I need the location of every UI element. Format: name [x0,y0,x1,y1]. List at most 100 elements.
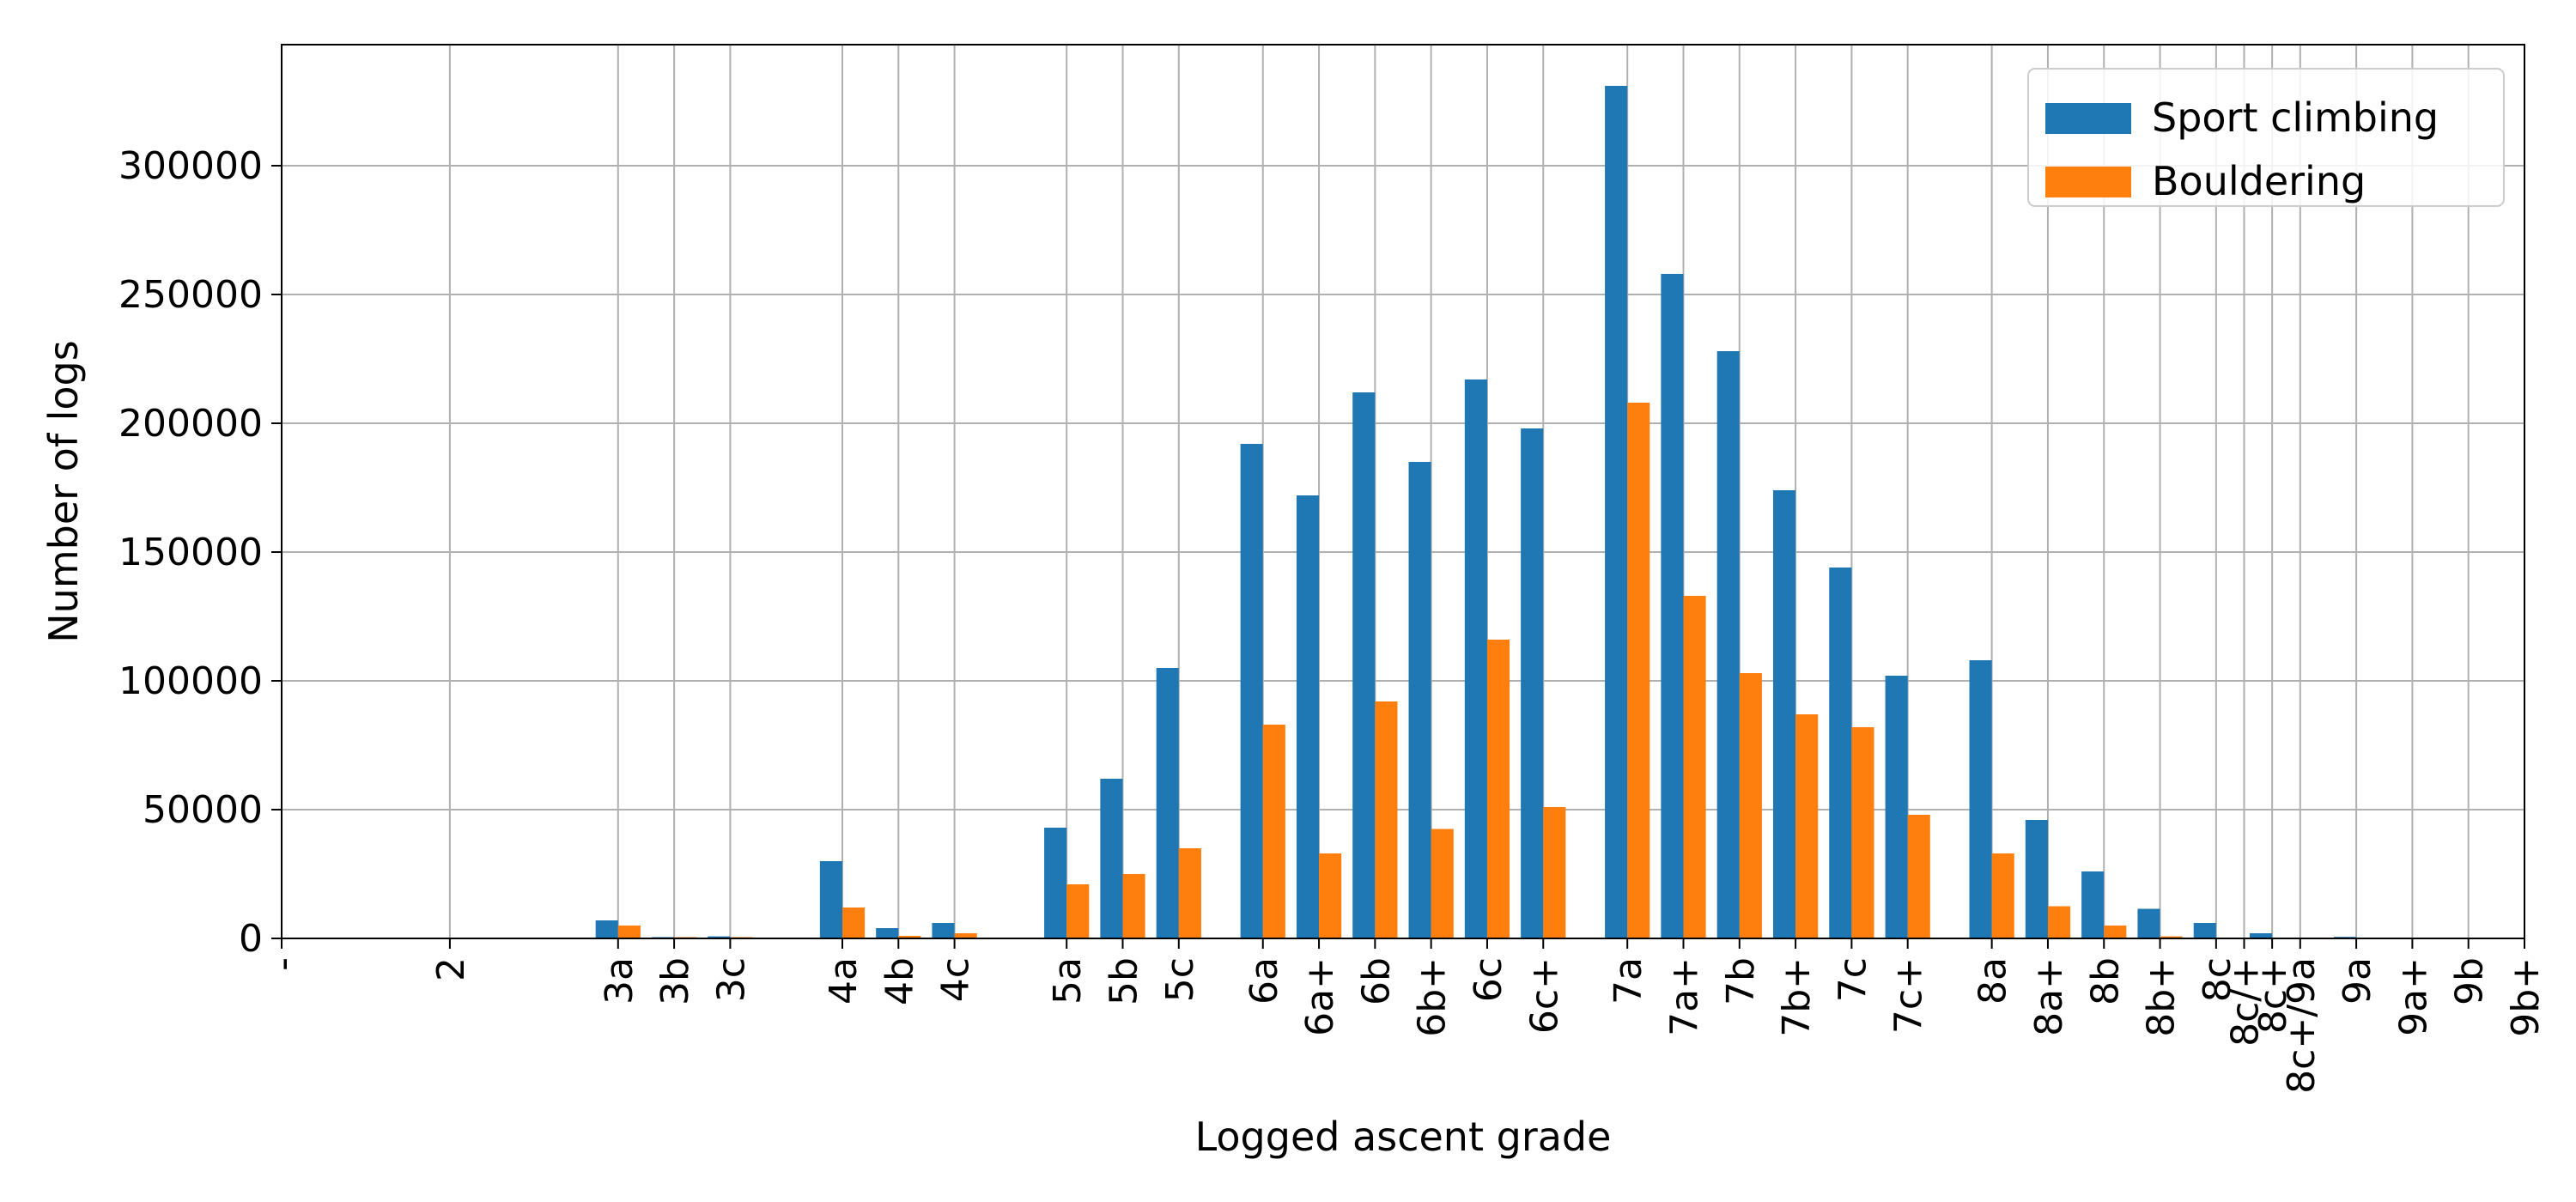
x-tick-label: 3a [598,957,641,1005]
x-tick-label: 2 [429,957,473,981]
bar-bouldering [1739,673,1762,938]
bar-sport [2025,820,2048,938]
bar-bouldering [1486,640,1510,938]
bar-sport [1156,668,1179,938]
legend-swatch-bouldering [2045,167,2131,197]
bar-bouldering [898,936,921,938]
bar-sport [876,928,899,938]
x-tick-label: 7b [1719,957,1763,1005]
x-tick-label: 7a [1607,957,1650,1005]
bar-sport [1352,392,1376,938]
bar-bouldering [617,926,641,938]
bar-sport [595,920,618,938]
x-axis-ticks: - 2 3a 3b 3c 4a 4b 4c 5a 5b 5c 6a 6a+ 6b 6b+ 6c 6c+ 7a 7a+… [261,938,2548,1094]
bar-sport [1829,568,1852,938]
x-tick-label: 9a [2336,957,2379,1005]
y-tick-label: 0 [239,917,263,961]
x-tick-label: 7c+ [1887,957,1931,1034]
x-tick-label: 8b+ [2140,957,2184,1037]
bar-sport [2193,923,2216,938]
bar-bouldering [1795,714,1819,938]
bar-bouldering [1262,725,1285,938]
x-tick-label: 7c [1831,957,1874,1002]
bar-sport [1464,379,1487,938]
bar-bouldering [1851,727,1874,938]
x-tick-label: - [261,957,305,971]
bar-bouldering [2104,926,2127,938]
bar-sport [708,936,731,938]
bar-sport [932,923,955,938]
bar-sport [1605,86,1628,938]
x-tick-label: 9b [2448,957,2492,1005]
bar-sport [1296,495,1320,938]
bar-sport [1521,428,1544,938]
bar-bouldering [1991,853,2014,938]
bar-sport [1716,351,1740,938]
bar-sport [1885,676,1908,938]
legend-label-bouldering: Bouldering [2152,158,2366,204]
bar-bouldering [1375,701,1398,938]
bar-bouldering [2047,906,2071,938]
x-tick-label: 6b [1354,957,1398,1005]
bar-bouldering [954,933,977,938]
x-tick-label: 6c [1467,957,1510,1002]
y-tick-label: 300000 [118,144,263,188]
legend: Sport climbing Bouldering [2027,68,2505,207]
bar-bouldering [1122,874,1145,938]
x-tick-label: 8c+ [2251,957,2295,1034]
x-tick-label: 8a+ [2027,957,2071,1036]
bar-sport [2137,908,2160,938]
bar-sport [2250,933,2273,938]
bar-sport [1240,444,1263,938]
bar-bouldering [1431,829,1454,938]
x-tick-label: 4c [934,957,978,1002]
bar-bouldering [1627,403,1650,938]
x-tick-label: 7b+ [1775,957,1819,1037]
x-tick-label: 4b [878,957,921,1005]
y-tick-label: 200000 [118,402,263,446]
bar-bouldering [1907,815,1930,938]
x-tick-label: 3c [709,957,753,1002]
x-tick-label: 8b [2083,957,2127,1005]
bar-bouldering [842,908,866,938]
x-tick-label: 6c+ [1522,957,1566,1034]
x-tick-label: 4a [822,957,866,1005]
x-tick-label: 8c/+ [2224,957,2268,1047]
bar-sport [1772,490,1796,938]
bar-bouldering [1683,596,1706,938]
x-tick-label: 6a+ [1298,957,1342,1036]
y-tick-label: 150000 [118,531,263,574]
bar-sport [1661,274,1684,938]
y-tick-label: 100000 [118,659,263,703]
y-axis-ticks: 0 50000 100000 150000 200000 250000 300000 [118,144,282,961]
bar-sport [1969,660,1992,938]
y-axis-label: Number of logs [40,340,87,642]
bar-sport [819,861,842,938]
bar-sport [1044,828,1067,938]
legend-label-sport: Sport climbing [2152,94,2439,141]
x-tick-label: 5a [1046,957,1090,1005]
x-tick-label: 9b+ [2504,957,2548,1037]
x-tick-label: 7a+ [1663,957,1707,1036]
x-tick-label: 8c+/9a [2280,957,2324,1094]
bar-sport [1408,462,1431,938]
y-tick-label: 50000 [143,788,263,832]
legend-swatch-sport [2045,103,2131,134]
x-tick-label: 5c [1158,957,1202,1002]
x-tick-label: 9a+ [2391,957,2435,1036]
bar-bouldering [1066,884,1090,938]
x-tick-label: 6b+ [1411,957,1455,1037]
bar-bouldering [1319,853,1342,938]
x-tick-label: 8a [1971,957,2015,1005]
bar-bouldering [1178,848,1201,938]
bar-bouldering [2160,936,2183,938]
plot-frame [281,44,2525,939]
bar-sport [1100,779,1123,938]
bars [449,86,2357,938]
x-tick-label: 5b [1103,957,1146,1005]
x-tick-label: 8c [2196,957,2239,1002]
x-axis-label: Logged ascent grade [1195,1114,1612,1160]
bar-bouldering [1543,807,1566,938]
y-tick-label: 250000 [118,273,263,317]
